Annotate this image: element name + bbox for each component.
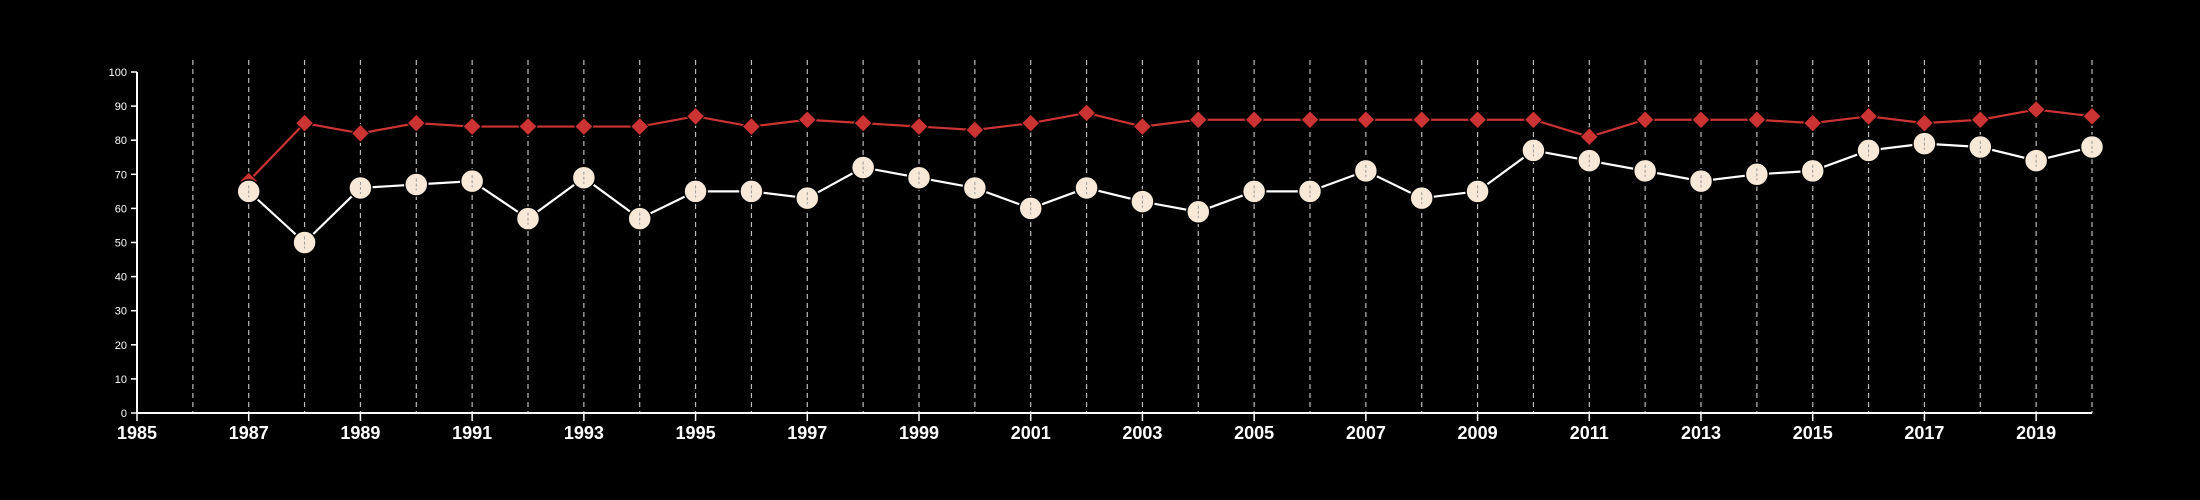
series-point-diamond [909,116,929,137]
y-tick-label: 50 [115,238,127,250]
series-point-diamond [406,113,426,133]
series-point-diamond [1412,110,1432,130]
series-point-diamond [630,116,650,137]
y-tick-label: 40 [115,272,127,284]
series-point-diamond [965,120,985,140]
x-tick-label: 2011 [1570,423,1609,443]
y-tick-label: 0 [121,408,127,420]
series-point-diamond [1858,106,1879,127]
x-tick-label: 2015 [1793,423,1833,443]
series-point-diamond [1021,113,1041,133]
x-tick-label: 1989 [340,423,380,443]
series-point-diamond [1970,110,1990,130]
x-tick-label: 1993 [564,423,604,443]
series-point-diamond [741,116,762,137]
series-point-diamond [1300,110,1320,130]
series-point-diamond [350,123,371,144]
x-tick-label: 1987 [229,423,269,443]
y-tick-label: 60 [115,203,127,215]
x-tick-label: 2013 [1681,423,1721,443]
x-tick-label: 1985 [117,423,157,443]
series-line-0 [247,108,2093,182]
series-point-diamond [1244,110,1264,130]
series-line-1 [247,142,2093,245]
x-tick-label: 1995 [676,423,716,443]
series-point-diamond [1188,110,1208,130]
x-tick-label: 1997 [787,423,827,443]
series-point-diamond [1523,110,1544,130]
y-tick-label: 90 [115,101,127,113]
series-point-diamond [853,113,873,133]
x-tick-label: 1999 [899,423,939,443]
y-tick-label: 80 [115,135,127,147]
series-point-diamond [1579,127,1599,147]
series-point-diamond [1691,110,1711,130]
y-tick-label: 70 [115,169,127,181]
series-point-diamond [1635,110,1655,130]
y-tick-label: 20 [115,340,127,352]
series-point-diamond [518,116,538,137]
series-point-diamond [462,116,482,137]
series-point-diamond [2026,99,2046,120]
x-tick-label: 2005 [1234,423,1274,443]
series-point-diamond [574,116,594,137]
x-tick-label: 2001 [1011,423,1051,443]
axes: 0 10 20 30 40 50 60 70 80 90 100 1985 1987 1989 1991 19… [109,67,2092,443]
x-tick-label: 1991 [452,423,492,443]
series-point-diamond [2082,106,2102,127]
series-point-diamond [685,106,706,127]
series-point-diamond [1747,110,1767,130]
series-point-diamond [1132,116,1153,137]
series-point-diamond [1803,113,1823,133]
y-tick-label: 100 [109,67,127,79]
grid-lines [192,60,2093,413]
y-tick-label: 10 [115,374,127,386]
series-point-diamond [1356,110,1376,130]
x-tick-label: 2003 [1122,423,1162,443]
series-point-diamond [1914,113,1935,133]
series-point-diamond [1467,110,1488,130]
series-point-diamond [797,110,817,130]
data-series [236,99,2105,255]
x-tick-label: 2009 [1458,423,1498,443]
x-tick-label: 2017 [1904,423,1944,443]
x-tick-label: 2007 [1346,423,1386,443]
y-tick-label: 30 [115,306,127,318]
series-point-diamond [1076,103,1097,123]
x-tick-label: 2019 [2016,423,2056,443]
series-point-diamond [294,113,315,133]
